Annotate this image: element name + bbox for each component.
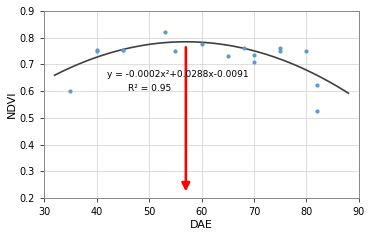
Point bbox=[304, 49, 310, 53]
Point bbox=[251, 53, 257, 57]
Point bbox=[162, 31, 168, 34]
Point bbox=[225, 55, 231, 58]
Point bbox=[314, 83, 320, 87]
Y-axis label: NDVI: NDVI bbox=[7, 91, 17, 118]
Point bbox=[199, 42, 205, 46]
Point bbox=[120, 48, 126, 52]
Point bbox=[277, 49, 283, 53]
Point bbox=[251, 60, 257, 64]
Point bbox=[67, 89, 73, 93]
Point bbox=[94, 48, 100, 52]
Point bbox=[241, 46, 247, 50]
Point bbox=[94, 49, 100, 53]
Point bbox=[172, 49, 178, 53]
Text: R² = 0.95: R² = 0.95 bbox=[128, 84, 171, 93]
Point bbox=[120, 48, 126, 52]
X-axis label: DAE: DAE bbox=[190, 220, 213, 230]
Point bbox=[314, 109, 320, 113]
Text: y = -0.0002x²+0.0288x-0.0091: y = -0.0002x²+0.0288x-0.0091 bbox=[107, 69, 249, 78]
Point bbox=[277, 46, 283, 50]
